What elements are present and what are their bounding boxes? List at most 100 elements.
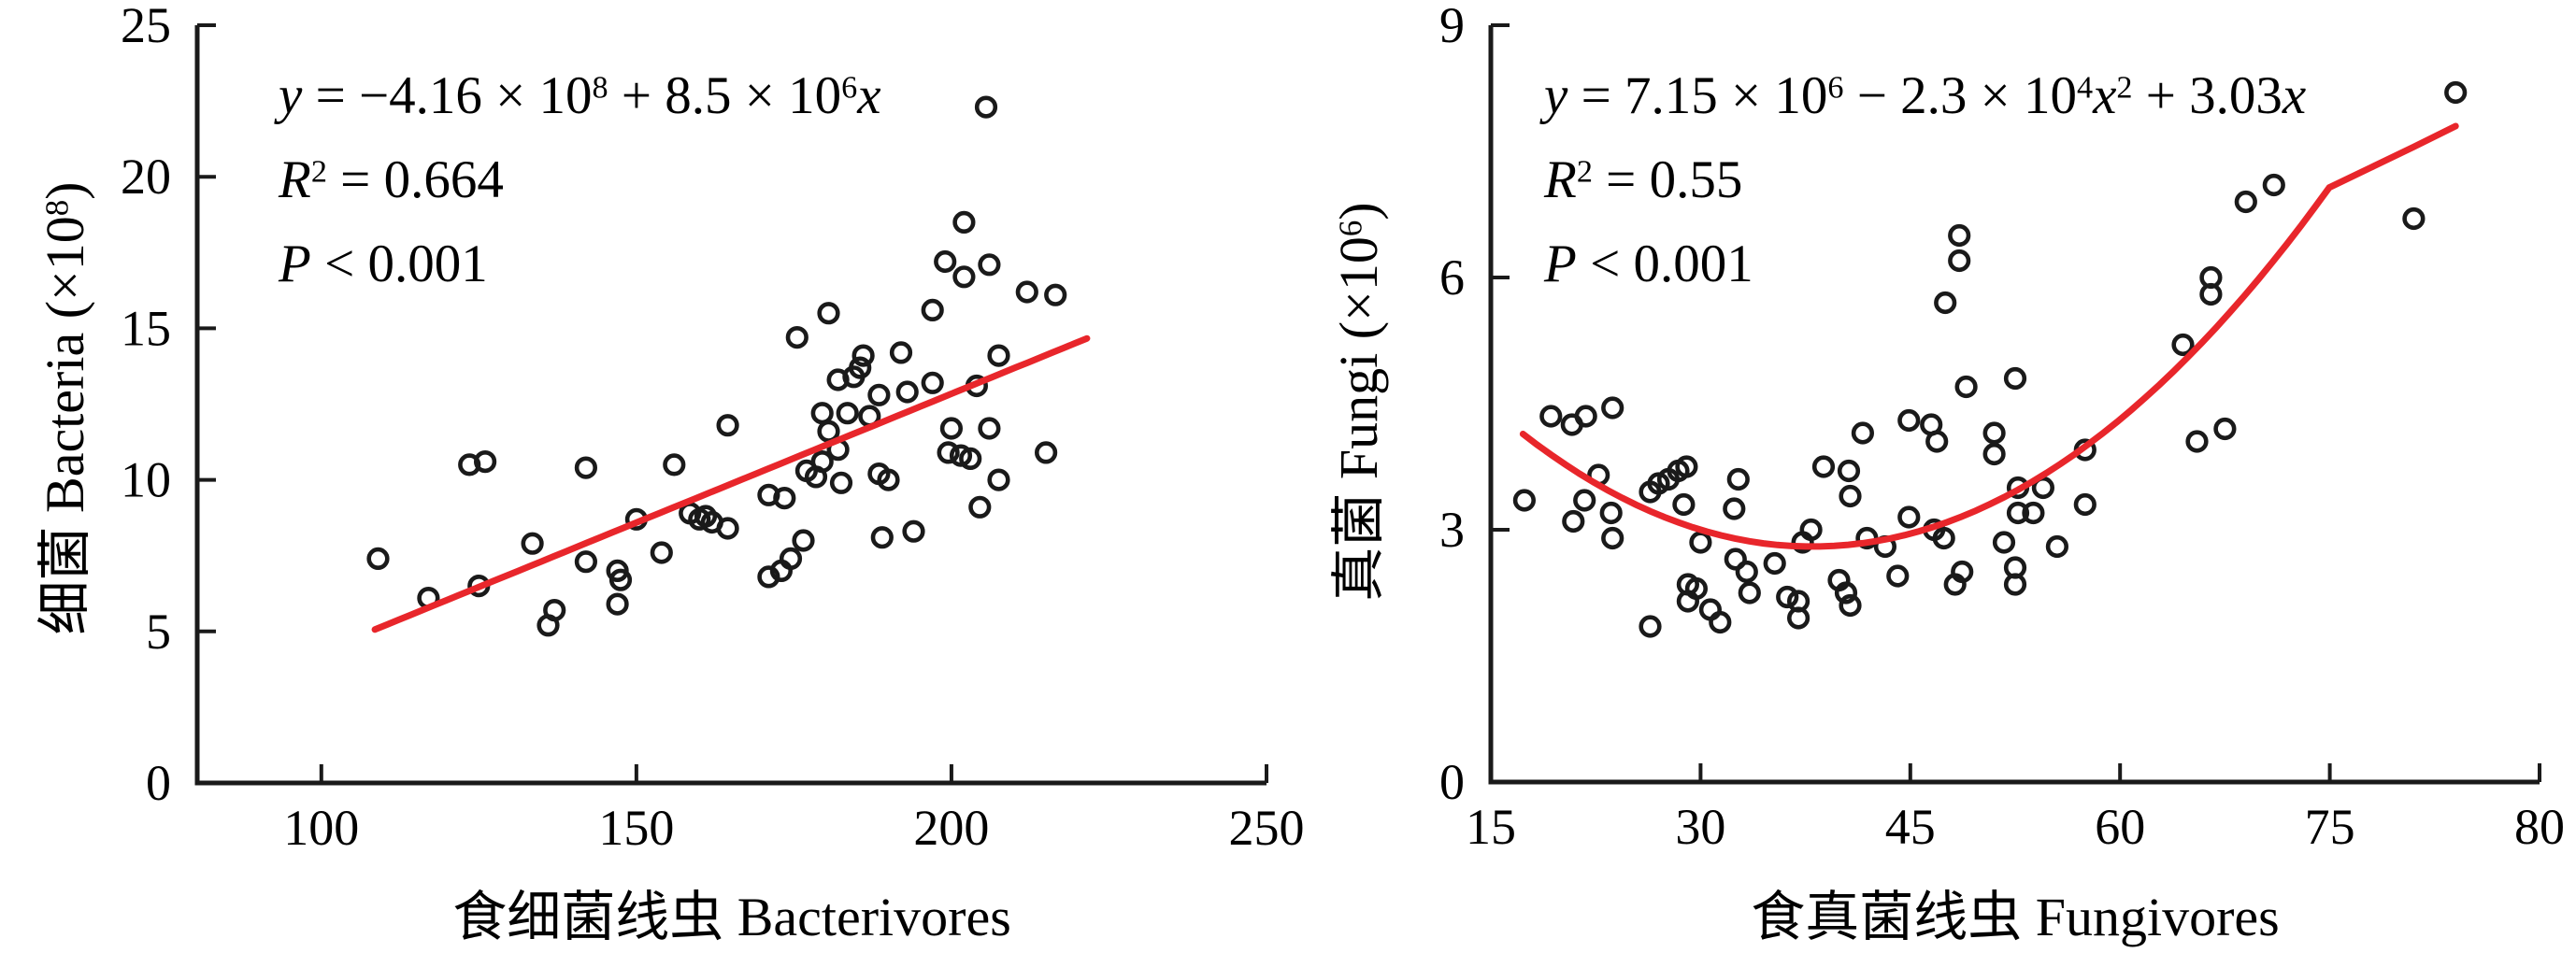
- data-point: [1512, 489, 1536, 512]
- annotation-text: R: [279, 150, 311, 209]
- data-point: [473, 450, 497, 474]
- data-point: [952, 265, 976, 289]
- data-point: [1675, 455, 1698, 478]
- y-tick-label: 0: [1439, 754, 1465, 810]
- data-point: [902, 519, 925, 543]
- annotation-text: ): [35, 181, 95, 200]
- data-point: [1709, 610, 1732, 634]
- annotation-line: R2 = 0.55: [1544, 138, 2306, 222]
- data-point: [1562, 509, 1585, 533]
- x-tick-label: 75: [2305, 799, 2355, 855]
- data-point: [2444, 80, 2468, 105]
- x-tick-label: 200: [913, 800, 989, 856]
- data-point: [2262, 173, 2285, 197]
- data-point: [1539, 405, 1563, 428]
- data-point: [1948, 249, 1971, 273]
- superscript-text: 8: [592, 70, 608, 106]
- left-regression-stats: y = −4.16 × 108 + 8.5 × 106x R2 = 0.664 P …: [279, 54, 881, 306]
- data-point: [1015, 280, 1038, 304]
- chart-bacteria-vs-bacterivores: 100 150 200 250 0 5 10 15 20 25: [121, 0, 1305, 856]
- data-point: [987, 468, 1010, 491]
- annotation-text: P: [1544, 235, 1577, 293]
- data-point: [2199, 282, 2223, 306]
- data-point: [810, 402, 834, 425]
- data-point: [1763, 551, 1786, 576]
- data-point: [1735, 560, 1758, 584]
- annotation-text: x: [2093, 66, 2117, 125]
- annotation-text: y: [1544, 66, 1568, 125]
- data-point: [1925, 430, 1949, 453]
- data-point: [1897, 505, 1921, 529]
- data-point: [2185, 430, 2209, 453]
- data-point: [1574, 405, 1597, 428]
- data-point: [959, 447, 982, 471]
- data-point: [934, 249, 957, 274]
- superscript-text: 4: [2077, 70, 2094, 106]
- data-point: [1573, 489, 1596, 512]
- data-point: [785, 326, 809, 349]
- data-point: [716, 517, 739, 540]
- superscript-text: 2: [1576, 154, 1593, 190]
- data-point: [1776, 585, 1799, 609]
- y-tick-label: 25: [121, 0, 171, 53]
- data-point: [574, 550, 598, 574]
- data-point: [1839, 593, 1862, 618]
- data-point: [663, 453, 686, 476]
- data-point: [2234, 190, 2257, 214]
- left-x-axis-title: 食细菌线虫 Bacterivores: [452, 887, 1011, 947]
- data-point: [1786, 606, 1810, 630]
- data-point: [849, 356, 872, 379]
- x-tick-label: 30: [1675, 799, 1725, 855]
- data-point: [2213, 417, 2237, 441]
- data-point: [1723, 497, 1746, 520]
- data-point: [543, 598, 566, 622]
- left-y-axis-title: 细菌 Bacteria (×108): [21, 182, 99, 635]
- y-tick-label: 3: [1439, 502, 1465, 558]
- data-point: [937, 441, 960, 464]
- x-tick-label: 45: [1885, 799, 1936, 855]
- data-point: [366, 547, 390, 571]
- y-tick-label: 9: [1439, 0, 1465, 53]
- data-point: [1689, 531, 1712, 554]
- data-point: [1601, 526, 1624, 550]
- annotation-text: + 3.03: [2132, 66, 2283, 125]
- data-point: [817, 420, 840, 443]
- annotation-text: = −4.16 × 10: [302, 66, 593, 125]
- annotation-text: ): [1328, 202, 1389, 220]
- annotation-text: 真菌 Fungi (×10: [1328, 236, 1389, 602]
- right-x-axis-title: 食真菌线虫 Fungivores: [1751, 887, 2280, 947]
- annotation-line: P < 0.001: [1544, 222, 2306, 306]
- data-point: [2045, 534, 2068, 559]
- x-tick-label: 100: [283, 800, 359, 856]
- data-point: [836, 402, 859, 425]
- data-point: [978, 417, 1001, 440]
- data-point: [2022, 501, 2045, 525]
- data-point: [1951, 560, 1974, 584]
- data-point: [650, 541, 673, 564]
- x-tick-label: 150: [598, 800, 674, 856]
- x-tick-label: 60: [2095, 799, 2145, 855]
- y-tick-label: 5: [146, 604, 171, 660]
- data-point: [521, 532, 544, 555]
- regression-fit-line: [1519, 122, 2459, 550]
- annotation-text: 细菌 Bacteria (×10: [35, 216, 95, 635]
- data-point: [1934, 291, 1957, 315]
- data-point: [2073, 492, 2097, 517]
- data-point: [829, 471, 853, 494]
- y-tick-label: 15: [121, 300, 171, 356]
- y-tick-label: 10: [121, 452, 171, 508]
- data-point: [1932, 526, 1955, 550]
- y-tick-label: 0: [146, 755, 171, 811]
- data-point: [1954, 375, 1978, 399]
- annotation-text: x: [857, 66, 881, 125]
- annotation-text: x: [2282, 66, 2307, 125]
- data-point: [921, 371, 944, 394]
- data-point: [939, 417, 964, 440]
- data-point: [810, 450, 834, 474]
- superscript-text: 2: [2116, 70, 2133, 106]
- data-point: [1044, 283, 1067, 306]
- data-point: [867, 383, 891, 406]
- annotation-text: − 2.3 × 10: [1843, 66, 2077, 125]
- data-point: [1897, 408, 1921, 433]
